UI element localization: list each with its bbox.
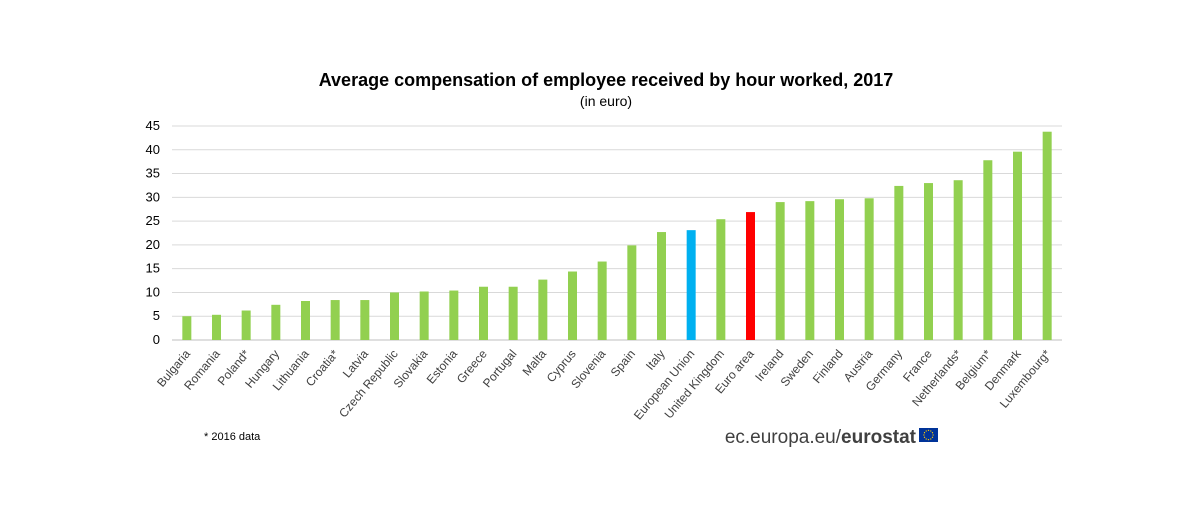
bar	[894, 185, 904, 340]
bar	[716, 219, 726, 340]
x-tick-label: Croatia*	[303, 347, 342, 389]
bar	[241, 310, 251, 340]
flag-star	[923, 436, 926, 438]
bar	[835, 199, 844, 340]
bar	[271, 304, 281, 340]
bar	[419, 291, 429, 340]
flag-star	[925, 430, 927, 432]
flag-star	[930, 438, 932, 440]
eu-flag-icon	[919, 428, 938, 442]
bar	[864, 198, 874, 340]
bar	[983, 160, 993, 340]
bar	[1013, 151, 1022, 340]
flag-star	[923, 432, 926, 434]
y-tick-label: 35	[146, 166, 160, 181]
bar	[301, 301, 310, 340]
flag-star	[932, 434, 934, 436]
source-prefix: ec.europa.eu/	[725, 427, 842, 448]
x-axis: BulgariaRomaniaPoland*HungaryLithuaniaCr…	[154, 346, 1054, 422]
bar	[538, 279, 548, 340]
x-tick-label: Finland	[810, 347, 846, 386]
flag-star	[923, 434, 925, 436]
bar	[182, 316, 192, 340]
bar	[657, 232, 666, 340]
gridlines	[172, 125, 1062, 341]
y-tick-label: 0	[153, 332, 160, 347]
bar	[686, 230, 696, 340]
bar	[805, 201, 815, 340]
y-tick-label: 40	[146, 142, 160, 157]
bar	[212, 314, 221, 340]
x-tick-label: Sweden	[778, 347, 817, 389]
bar	[746, 212, 755, 340]
chart-title: Average compensation of employee receive…	[319, 70, 894, 90]
y-tick-label: 10	[146, 284, 160, 299]
bar	[627, 245, 637, 340]
bar	[568, 271, 577, 340]
footnote: * 2016 data	[204, 431, 261, 443]
source-text: ec.europa.eu/eurostat	[725, 427, 917, 448]
flag-star	[927, 429, 930, 432]
bar	[390, 292, 399, 340]
bar	[360, 300, 370, 340]
bar	[508, 286, 518, 340]
y-tick-label: 30	[146, 189, 160, 204]
x-tick-label: Spain	[608, 347, 638, 380]
y-tick-label: 25	[146, 213, 160, 228]
flag-star	[930, 430, 932, 432]
bar	[1042, 131, 1052, 340]
flag-star	[925, 438, 927, 440]
bar	[924, 183, 933, 340]
y-tick-label: 5	[153, 308, 160, 323]
flag-star	[931, 436, 934, 438]
bar	[449, 290, 459, 340]
bar	[479, 286, 488, 340]
x-tick-label: Estonia	[424, 347, 461, 387]
bar	[953, 180, 963, 340]
bar	[330, 300, 340, 340]
y-tick-label: 20	[146, 237, 160, 252]
chart-subtitle: (in euro)	[580, 93, 632, 109]
bar	[775, 202, 785, 340]
bar	[597, 261, 607, 340]
bars	[182, 131, 1052, 340]
y-tick-label: 45	[146, 118, 160, 133]
x-tick-label: Italy	[643, 347, 668, 373]
flag-star	[931, 432, 934, 434]
flag-star	[927, 438, 930, 441]
source-credit: ec.europa.eu/eurostat	[725, 427, 938, 448]
source-brand: eurostat	[841, 427, 917, 448]
y-tick-label: 15	[146, 261, 160, 276]
y-axis: 0 5 10 15 20 25 30 35 40 45	[146, 118, 160, 347]
